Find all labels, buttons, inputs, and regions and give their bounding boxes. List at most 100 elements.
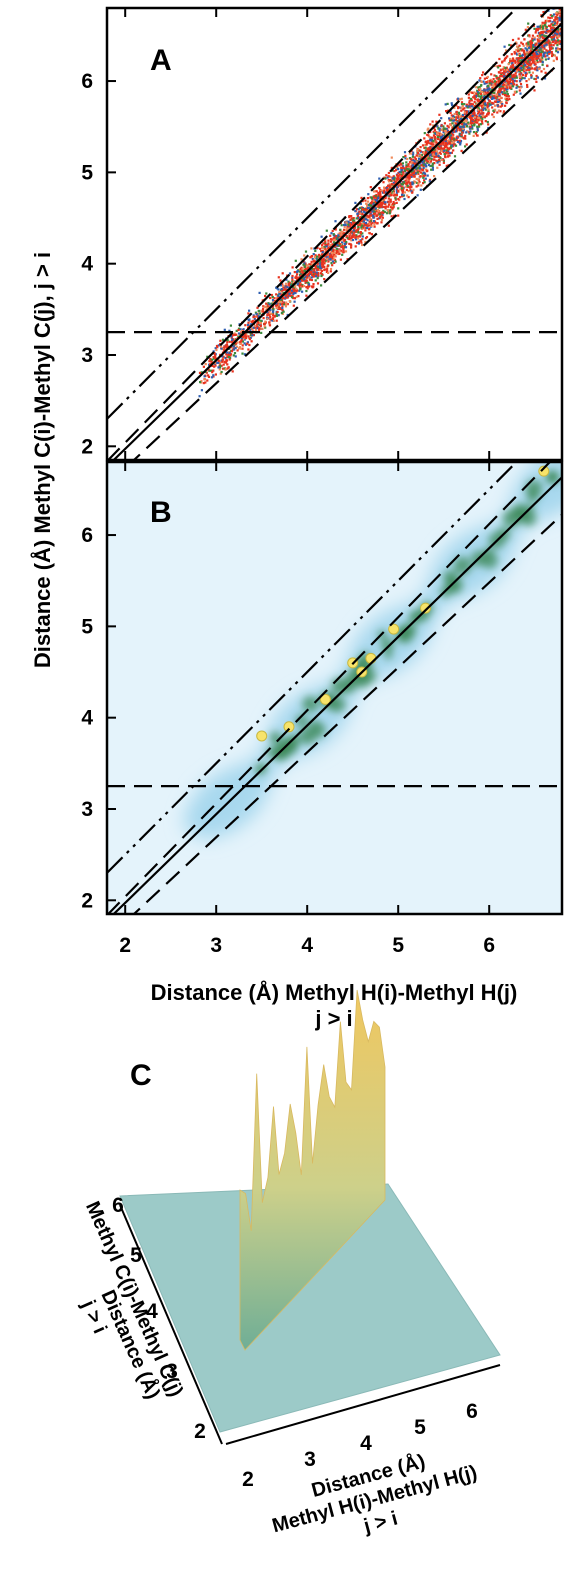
scatter-point — [322, 261, 324, 263]
scatter-point — [433, 159, 435, 161]
scatter-point — [327, 272, 329, 274]
scatter-point — [272, 308, 274, 310]
scatter-point — [469, 127, 471, 129]
scatter-point — [539, 57, 541, 59]
scatter-point — [543, 45, 545, 47]
scatter-point — [319, 266, 321, 268]
scatter-point — [374, 212, 376, 214]
scatter-point — [473, 91, 475, 93]
scatter-point — [489, 96, 491, 98]
scatter-point — [272, 299, 274, 301]
scatter-point — [443, 150, 445, 152]
scatter-point — [342, 249, 344, 251]
density-blob-mid — [454, 557, 472, 575]
scatter-point — [539, 61, 541, 63]
scatter-point — [425, 165, 427, 167]
scatter-point — [513, 60, 515, 62]
scatter-point — [322, 247, 324, 249]
scatter-point — [461, 103, 463, 105]
scatter-point — [332, 260, 334, 262]
scatter-point — [407, 176, 409, 178]
scatter-point — [354, 202, 356, 204]
scatter-point — [402, 162, 404, 164]
scatter-point — [486, 106, 488, 108]
scatter-point — [525, 80, 527, 82]
scatter-point — [350, 230, 352, 232]
scatter-point — [491, 113, 493, 115]
scatter-point — [313, 260, 315, 262]
scatter-point — [549, 2, 551, 4]
scatter-point — [220, 348, 222, 350]
scatter-point — [496, 111, 498, 113]
scatter-point — [440, 117, 442, 119]
scatter-point — [553, 44, 555, 46]
scatter-point — [445, 149, 447, 151]
scatter-point — [224, 357, 226, 359]
panel-b-x-tick-label: 4 — [301, 934, 313, 957]
scatter-point — [465, 123, 467, 125]
scatter-point — [259, 292, 261, 294]
scatter-point — [368, 223, 370, 225]
scatter-point — [429, 123, 431, 125]
scatter-point — [517, 58, 519, 60]
scatter-point — [204, 381, 206, 383]
scatter-point — [367, 216, 369, 218]
scatter-point — [234, 352, 236, 354]
scatter-point — [332, 249, 334, 251]
scatter-point — [320, 284, 322, 286]
scatter-point — [330, 268, 332, 270]
scatter-point — [535, 44, 537, 46]
scatter-point — [278, 301, 280, 303]
scatter-point — [454, 113, 456, 115]
scatter-point — [454, 155, 456, 157]
scatter-point — [289, 272, 291, 274]
scatter-point — [498, 58, 500, 60]
scatter-point — [548, 51, 550, 53]
scatter-point — [478, 126, 480, 128]
scatter-point — [496, 77, 498, 79]
scatter-point — [554, 16, 556, 18]
scatter-point — [445, 103, 447, 105]
scatter-point — [497, 105, 499, 107]
scatter-point — [401, 175, 403, 177]
scatter-point — [340, 259, 342, 261]
scatter-point — [536, 57, 538, 59]
scatter-point — [369, 204, 371, 206]
scatter-point — [276, 320, 278, 322]
scatter-point — [361, 213, 363, 215]
scatter-point — [389, 209, 391, 211]
scatter-point — [443, 162, 445, 164]
scatter-point — [357, 231, 359, 233]
scatter-point — [331, 264, 333, 266]
scatter-point — [432, 143, 434, 145]
scatter-point — [528, 69, 530, 71]
panel-a-y-tick-label: 2 — [81, 435, 93, 458]
scatter-point — [355, 245, 357, 247]
scatter-point — [524, 77, 526, 79]
scatter-point — [364, 200, 366, 202]
scatter-point — [383, 187, 385, 189]
scatter-point — [371, 202, 373, 204]
scatter-point — [504, 94, 506, 96]
scatter-point — [354, 237, 356, 239]
scatter-point — [344, 239, 346, 241]
scatter-point — [405, 161, 407, 163]
scatter-point — [340, 234, 342, 236]
scatter-point — [518, 45, 520, 47]
scatter-point — [477, 113, 479, 115]
scatter-point — [461, 123, 463, 125]
scatter-point — [361, 244, 363, 246]
scatter-point — [413, 175, 415, 177]
scatter-point — [350, 244, 352, 246]
scatter-point — [465, 119, 467, 121]
scatter-point — [481, 118, 483, 120]
scatter-point — [436, 132, 438, 134]
scatter-point — [539, 34, 541, 36]
scatter-point — [478, 79, 480, 81]
scatter-point — [264, 325, 266, 327]
scatter-point — [559, 11, 561, 13]
scatter-point — [425, 178, 427, 180]
scatter-point — [481, 81, 483, 83]
scatter-point — [403, 198, 405, 200]
scatter-point — [526, 86, 528, 88]
